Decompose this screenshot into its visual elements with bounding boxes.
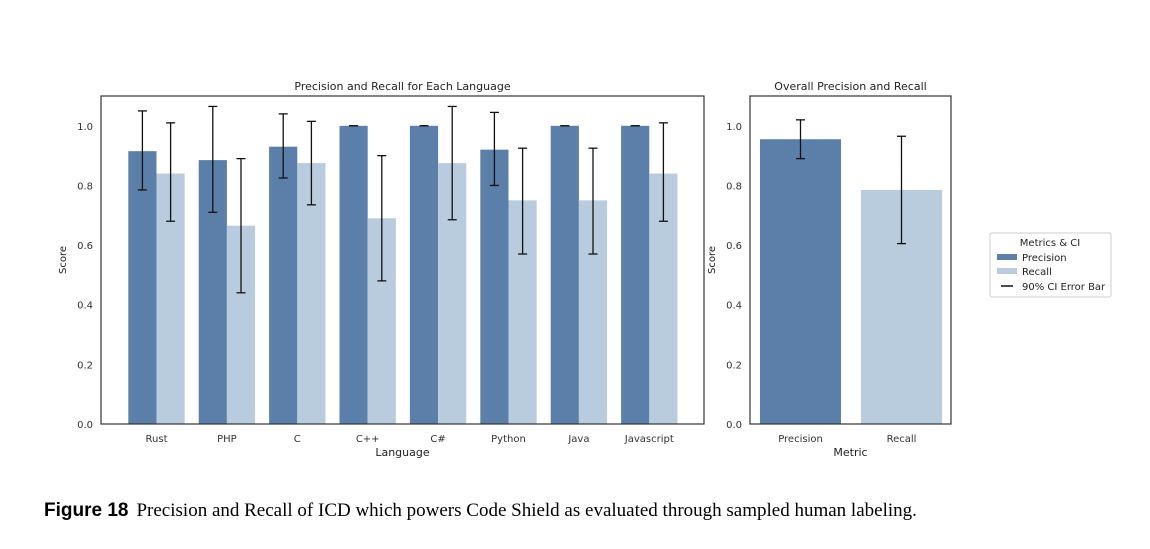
legend-title: Metrics & CI	[1020, 238, 1080, 249]
language-chart-xtick-label: Javascript	[624, 434, 674, 445]
legend-label-recall: Recall	[1022, 267, 1052, 278]
legend-label-error-bar: 90% CI Error Bar	[1022, 282, 1106, 293]
bar-precision-c++	[339, 125, 368, 425]
bar-precision-rust	[128, 151, 157, 424]
overall-chart-ytick-label: 0.2	[726, 360, 742, 371]
legend-swatch-precision	[997, 254, 1017, 260]
language-chart-title: Precision and Recall for Each Language	[294, 80, 510, 93]
legend-swatch-recall	[997, 268, 1017, 274]
language-chart-ytick-label: 0.2	[77, 360, 93, 371]
overall-chart-frame	[749, 95, 952, 425]
language-chart: 0.0 0.2 0.4 0.6 0.8 1.0 Precision and Recall f…	[58, 80, 705, 459]
language-chart-ytick-label: 0.0	[77, 420, 93, 431]
language-chart-xtick-label: C	[294, 434, 301, 445]
language-chart-xtick-label: C#	[430, 434, 445, 445]
overall-chart-ytick-label: 0.0	[726, 420, 742, 431]
bar-precision-javascript	[621, 125, 650, 425]
figure-caption: Figure 18 Precision and Recall of ICD whi…	[44, 500, 1124, 522]
bar-precision-java	[550, 125, 579, 425]
bar-recall-c	[297, 163, 326, 424]
caption-label: Figure 18	[44, 500, 129, 521]
language-chart-xlabel: Language	[375, 446, 430, 459]
language-chart-xtick-label: PHP	[217, 434, 237, 445]
overall-chart-ylabel: Score	[707, 246, 718, 274]
overall-chart-xlabel: Metric	[833, 446, 867, 459]
bar-precision-python	[480, 149, 509, 424]
language-chart-ytick-label: 0.8	[77, 181, 93, 192]
language-chart-xtick-label: Rust	[146, 434, 168, 445]
bar-precision-c	[269, 146, 298, 424]
language-chart-ytick-label: 0.4	[77, 301, 93, 312]
overall-chart: 0.0 0.2 0.4 0.6 0.8 1.0 Overall Precision and …	[707, 80, 952, 459]
overall-chart-ytick-label: 1.0	[726, 122, 742, 133]
legend: Metrics & CI Precision Recall 90% CI Err…	[989, 232, 1112, 298]
overall-chart-ytick-label: 0.4	[726, 301, 742, 312]
legend-label-precision: Precision	[1022, 253, 1067, 264]
language-chart-ytick-label: 1.0	[77, 122, 93, 133]
language-chart-ylabel: Score	[58, 246, 69, 274]
figure-canvas: 0.0 0.2 0.4 0.6 0.8 1.0 Precision and Recall f…	[58, 80, 1112, 459]
language-chart-xtick-label: Java	[567, 434, 589, 445]
caption-text: Precision and Recall of ICD which powers…	[136, 500, 917, 521]
overall-chart-title: Overall Precision and Recall	[774, 80, 926, 93]
overall-chart-xtick-label: Recall	[887, 434, 917, 445]
overall-chart-xtick-label: Precision	[778, 434, 823, 445]
bar-precision-c#	[409, 125, 439, 425]
language-chart-frame	[100, 95, 705, 425]
language-chart-xtick-label: C++	[356, 434, 380, 445]
legend-frame	[989, 232, 1112, 298]
bar-overall-precision	[760, 139, 841, 424]
overall-chart-ytick-label: 0.6	[726, 241, 742, 252]
language-chart-ytick-label: 0.6	[77, 241, 93, 252]
language-chart-xtick-label: Python	[491, 434, 526, 445]
overall-chart-ytick-label: 0.8	[726, 181, 742, 192]
